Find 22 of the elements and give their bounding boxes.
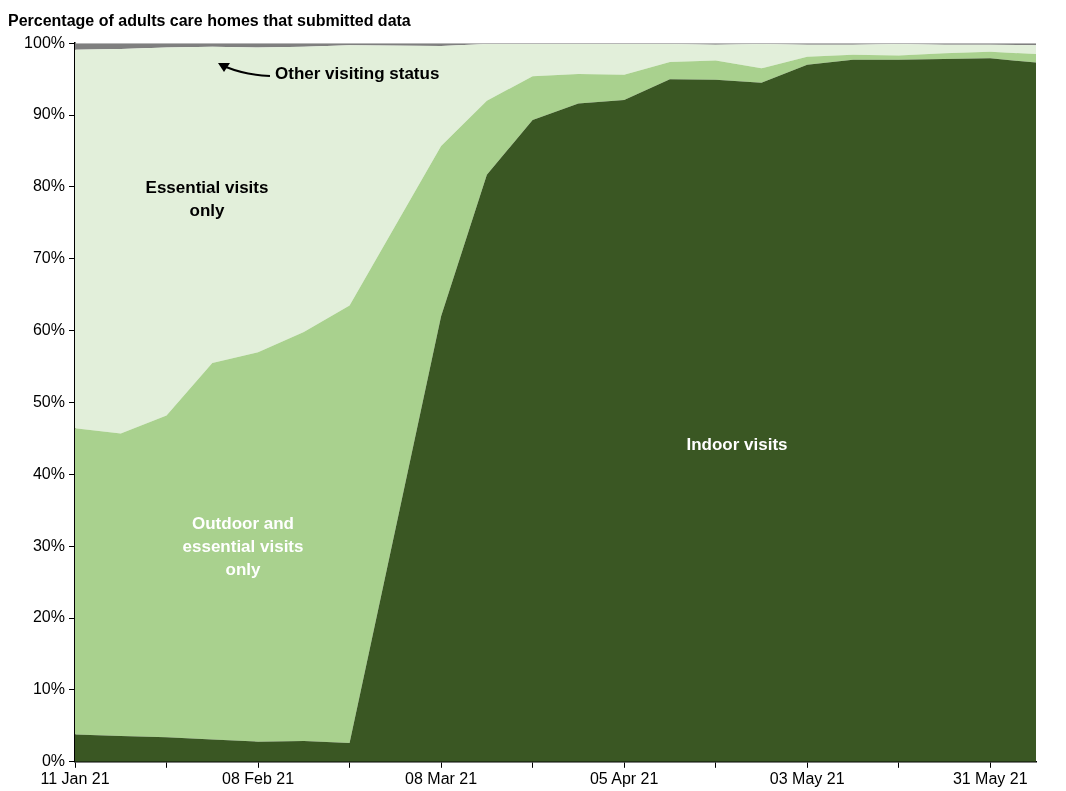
x-tick-label: 11 Jan 21 [40, 769, 110, 787]
y-tick-label: 40% [32, 464, 65, 482]
y-tick-label: 0% [41, 752, 65, 770]
series-label: Essential visits only [145, 178, 269, 221]
y-tick-label: 90% [32, 105, 65, 123]
y-tick-label: 30% [32, 536, 65, 554]
x-tick-label: 03 May 21 [769, 769, 845, 787]
y-tick-label: 100% [24, 33, 65, 51]
x-tick-label: 05 Apr 21 [589, 769, 659, 787]
x-tick-label: 31 May 21 [952, 769, 1028, 787]
y-tick-label: 60% [32, 321, 65, 339]
y-tick-label: 80% [32, 177, 65, 195]
x-tick-label: 08 Mar 21 [405, 769, 478, 787]
y-tick-label: 70% [32, 249, 65, 267]
y-tick-label: 20% [32, 608, 65, 626]
chart-title: Percentage of adults care homes that submitted data [8, 12, 411, 30]
y-tick-label: 50% [32, 392, 65, 410]
series-label: Indoor visits [686, 434, 788, 454]
series-label: Other visiting status [275, 63, 440, 83]
y-tick-label: 10% [32, 680, 65, 698]
x-tick-label: 08 Feb 21 [222, 769, 295, 787]
series-label: Outdoor and essential visits only [182, 513, 304, 579]
